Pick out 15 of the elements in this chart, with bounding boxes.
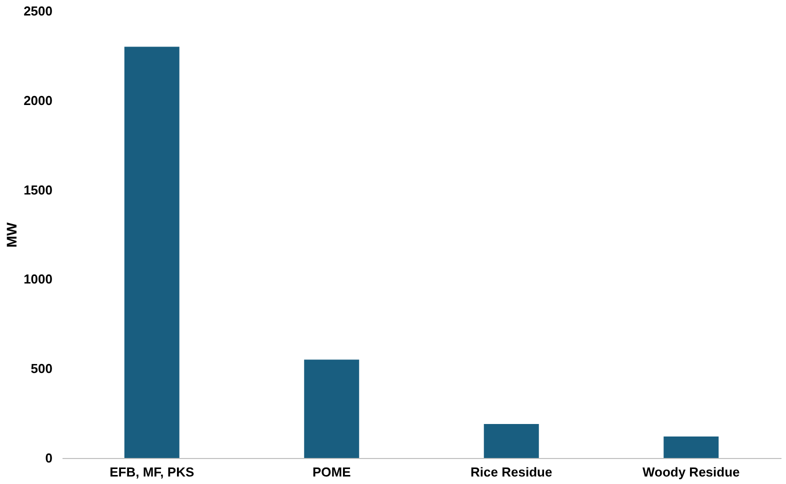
y-axis-title: MW xyxy=(4,222,20,248)
bar xyxy=(124,46,180,458)
x-tick-label: EFB, MF, PKS xyxy=(110,464,194,480)
x-tick-label: POME xyxy=(312,464,352,480)
y-tick-label: 500 xyxy=(30,361,52,376)
y-tick-label: 0 xyxy=(45,450,52,466)
x-tick-label: Woody Residue xyxy=(642,464,740,480)
bar xyxy=(664,436,719,458)
x-tick-label: Rice Residue xyxy=(470,464,552,480)
y-tick-label: 2500 xyxy=(24,4,52,18)
bar xyxy=(304,360,360,458)
y-tick-label: 1000 xyxy=(24,272,52,287)
bar xyxy=(484,424,539,458)
y-tick-label: 1500 xyxy=(24,182,52,198)
y-tick-label: 2000 xyxy=(24,92,52,108)
